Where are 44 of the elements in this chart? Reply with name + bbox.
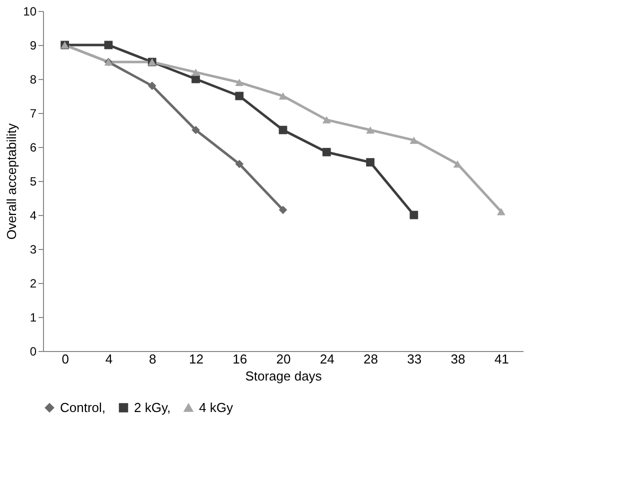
point <box>322 116 331 124</box>
legend-label: 4 kGy <box>199 400 234 415</box>
x-tick-label: 16 <box>232 352 248 366</box>
y-tick-label: 8 <box>30 72 37 86</box>
x-tick-label: 41 <box>494 352 509 366</box>
point <box>192 126 200 134</box>
y-tick-label: 3 <box>30 242 37 256</box>
point <box>235 160 244 168</box>
legend-label: Control, <box>60 400 106 415</box>
x-tick-label: 8 <box>148 352 156 366</box>
point <box>148 82 156 90</box>
point <box>410 136 418 144</box>
point <box>453 160 462 168</box>
y-tick-label: 4 <box>30 208 37 222</box>
point <box>235 92 244 100</box>
point <box>192 68 200 76</box>
y-tick-label: 7 <box>30 106 37 120</box>
y-tick-label: 10 <box>23 4 37 18</box>
point <box>497 208 506 216</box>
point <box>366 126 374 134</box>
point <box>366 158 374 166</box>
y-tick-label: 6 <box>30 140 37 154</box>
x-tick-label: 33 <box>407 352 422 366</box>
point <box>278 126 288 134</box>
point <box>322 148 331 156</box>
x-tick-label: 0 <box>62 352 69 366</box>
legend-label: 2 kGy, <box>134 400 171 415</box>
point <box>410 210 418 220</box>
x-axis-title: Storage days <box>245 368 322 384</box>
x-tick-label: 28 <box>364 352 378 366</box>
x-tick-label: 38 <box>450 352 466 366</box>
point <box>235 78 244 86</box>
y-tick-label: 5 <box>30 174 37 188</box>
x-tick-label: 12 <box>188 352 204 366</box>
point <box>278 92 288 100</box>
point <box>104 40 113 50</box>
y-tick-label: 1 <box>30 310 37 324</box>
point <box>278 206 288 214</box>
y-axis-title: Overall acceptability <box>4 122 20 240</box>
x-tick-label: 24 <box>320 352 334 366</box>
y-tick-label: 9 <box>30 38 37 52</box>
y-tick-label: 2 <box>30 276 37 290</box>
x-tick-label: 20 <box>276 352 291 366</box>
x-tick-label: 4 <box>105 352 113 366</box>
